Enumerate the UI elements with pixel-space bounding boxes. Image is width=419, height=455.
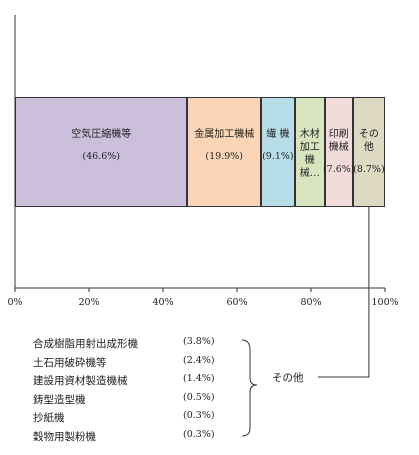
breakdown-name: 合成樹脂用射出成形機 bbox=[33, 338, 138, 350]
segment-label: 繊 機 bbox=[266, 129, 290, 140]
breakdown-name: 抄紙機 bbox=[33, 412, 65, 424]
x-tick-label: 60% bbox=[226, 297, 248, 308]
value-label: (19.9%) bbox=[205, 151, 244, 162]
x-tick-label: 100% bbox=[371, 297, 399, 308]
breakdown-name: 鋳型造型機 bbox=[33, 393, 86, 406]
breakdown-value: (0.3%) bbox=[183, 428, 215, 440]
x-tick-label: 80% bbox=[300, 297, 322, 308]
segment-label: その他 bbox=[358, 129, 379, 153]
value-label: (46.6%) bbox=[82, 151, 120, 162]
breakdown-value: (0.5%) bbox=[183, 391, 215, 403]
bar-segment: 木材加工機械… bbox=[294, 97, 325, 207]
segment-label: 印刷機械 bbox=[328, 129, 349, 153]
breakdown-value: (0.3%) bbox=[183, 410, 215, 421]
breakdown-name: 建設用資材製造機械 bbox=[33, 375, 128, 387]
bar-segment: 繊 機 (9.1%) bbox=[261, 97, 295, 207]
brace bbox=[241, 339, 258, 437]
bar-segment: 印刷機械 (7.6%) bbox=[322, 97, 355, 207]
breakdown-value: (3.8%) bbox=[183, 336, 215, 347]
value-label: (8.7%) bbox=[353, 164, 385, 175]
x-tick-label: 40% bbox=[152, 297, 174, 308]
x-tick-label: 20% bbox=[78, 297, 100, 308]
value-label: (9.1%) bbox=[262, 151, 294, 162]
bar-segment: 金属加工機械 (19.9%) bbox=[187, 97, 262, 207]
segment-label: 木材加工機械… bbox=[299, 129, 320, 179]
breakdown-value: (1.4%) bbox=[183, 373, 215, 384]
x-tick-label: 0% bbox=[7, 297, 23, 308]
breakdown-value: (2.4%) bbox=[183, 354, 215, 366]
bar-segment: 空気圧縮機等 (46.6%) bbox=[15, 97, 188, 207]
segment-label: 空気圧縮機等 bbox=[71, 129, 132, 140]
bar-segment: その他 (8.7%) bbox=[352, 97, 385, 207]
other-label: その他 bbox=[272, 372, 304, 384]
connector bbox=[318, 207, 370, 378]
breakdown-name: 穀物用製粉機 bbox=[33, 430, 96, 443]
breakdown-name: 土石用破砕機等 bbox=[33, 356, 107, 369]
segment-label: 金属加工機械 bbox=[194, 129, 255, 140]
value-label: (7.6%) bbox=[322, 164, 355, 175]
